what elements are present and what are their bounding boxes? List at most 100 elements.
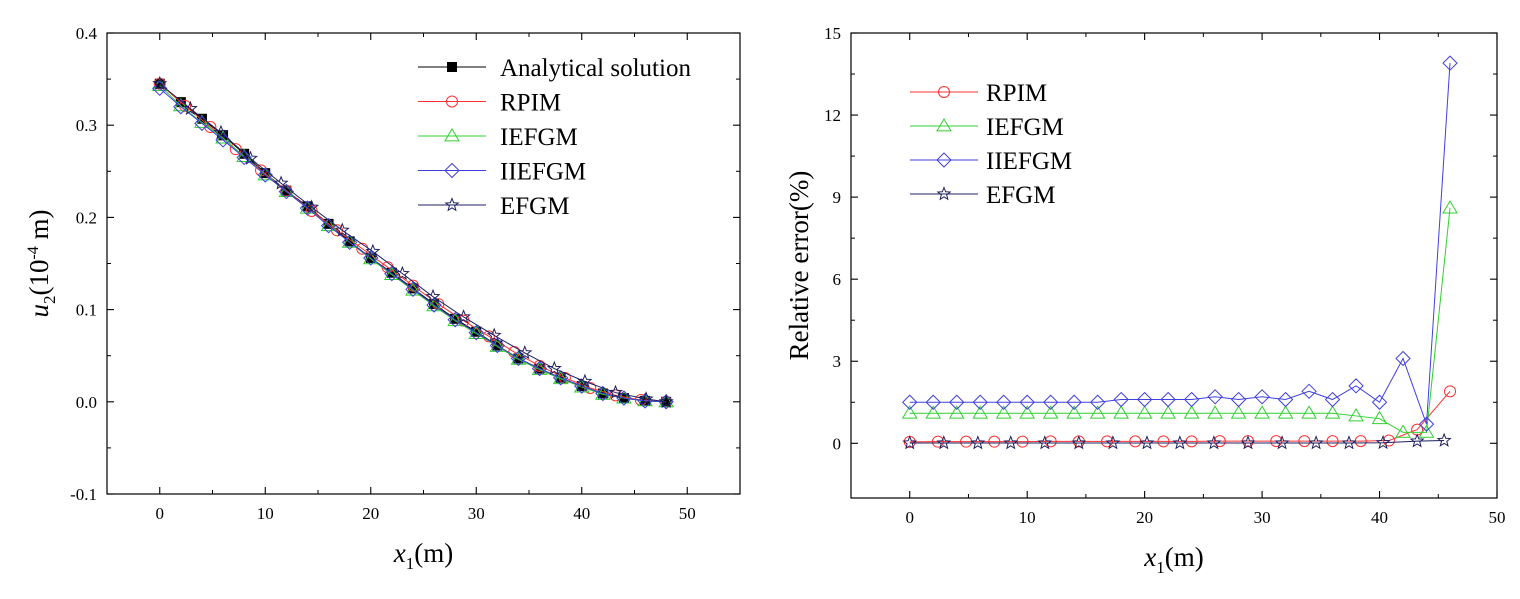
data-point-iiefgm (1348, 378, 1364, 394)
data-point-rpim (1213, 435, 1226, 448)
x-axis-unit: (m) (414, 538, 453, 568)
chart-1: 0 10 20 30 40 50 -0.1 0.0 0.1 0.2 0.3 0.4 Analytical… (24, 24, 741, 573)
data-point-rpim (988, 435, 1001, 448)
x-tick-label: 50 (679, 504, 696, 523)
x-tick-label: 30 (468, 504, 485, 523)
data-point-iefgm (320, 217, 337, 232)
y-tick-label: 0.1 (76, 301, 97, 320)
x-tick-label: 50 (1489, 508, 1506, 527)
series-rpim (903, 385, 1457, 448)
data-point-rpim (229, 143, 242, 156)
data-point-iefgm (1183, 405, 1200, 419)
data-point-iiefgm (595, 385, 611, 402)
data-point-iefgm (1277, 405, 1294, 419)
data-point-iefgm (901, 405, 918, 419)
data-point-iiefgm (1207, 389, 1223, 405)
data-point-efgm (1375, 434, 1391, 450)
legend-label-efgm: EFGM (500, 193, 569, 220)
data-point-iiefgm (1277, 391, 1294, 408)
series-rpim (153, 77, 673, 408)
x-tick-label: 40 (573, 504, 590, 523)
legend-marker-iiefgm (936, 152, 952, 168)
legend-marker-efgm (444, 197, 460, 212)
data-point-iefgm (426, 297, 442, 312)
legend-label-efgm: EFGM (986, 182, 1055, 209)
data-point-rpim (1157, 435, 1170, 448)
legend-label-iiefgm: IIEFGM (500, 159, 586, 186)
y-tick-label: 6 (833, 270, 842, 289)
data-point-iiefgm (1230, 391, 1247, 408)
y-tick-label: 0.0 (76, 393, 97, 412)
data-point-iefgm (341, 234, 358, 248)
data-point-iiefgm (972, 394, 988, 410)
data-point-iiefgm (1113, 391, 1129, 408)
x-tick-label: 20 (362, 504, 379, 523)
y-axis-sub: 2 (40, 296, 59, 305)
data-point-iiefgm (1301, 383, 1317, 400)
data-point-iiefgm (215, 132, 231, 148)
data-point-efgm (577, 373, 593, 388)
data-point-rpim (1326, 435, 1339, 448)
data-point-efgm (1341, 435, 1357, 450)
data-point-efgm (1172, 435, 1188, 450)
y-tick-label: 0.4 (76, 24, 98, 43)
data-point-iefgm (1019, 405, 1036, 419)
series-line-analytical-solution (159, 83, 667, 403)
data-point-efgm (242, 150, 258, 165)
plot-frame (850, 32, 1498, 499)
data-point-efgm (365, 243, 381, 258)
y-axis-post: m) (24, 209, 54, 246)
y-axis-pre: (10 (24, 260, 54, 296)
data-point-efgm (182, 100, 198, 115)
data-point-efgm (486, 327, 502, 342)
legend-marker-efgm (936, 186, 952, 201)
legend-marker-analytical-solution (447, 62, 457, 72)
data-point-iefgm (468, 325, 485, 339)
data-point-efgm (638, 391, 654, 406)
legend-label-iefgm: IEFGM (500, 124, 578, 151)
y-tick-label: 0 (833, 434, 842, 453)
data-point-iefgm (1254, 405, 1270, 419)
data-point-efgm (1240, 435, 1256, 450)
legend: Analytical solution RPIM IEFGM IIEFGM EFGM (418, 55, 691, 220)
data-point-efgm (1436, 432, 1452, 447)
series-line-iiefgm (159, 87, 667, 403)
data-point-iefgm (1042, 405, 1059, 419)
data-point-iefgm (1348, 407, 1364, 422)
y-axis-label: Relative error(%) (784, 171, 814, 361)
data-point-iiefgm (531, 360, 548, 377)
series-efgm (902, 432, 1452, 450)
y-axis-exp: -4 (25, 246, 42, 259)
data-point-efgm (970, 435, 986, 450)
x-axis-sub: 1 (1156, 558, 1165, 577)
data-point-efgm (456, 309, 472, 324)
data-point-efgm (1409, 433, 1425, 448)
data-point-iiefgm (1395, 350, 1411, 367)
data-point-iefgm (383, 266, 400, 280)
data-point-efgm (213, 124, 229, 139)
data-point-iiefgm (1042, 394, 1059, 410)
series-line-iefgm (909, 208, 1451, 433)
data-point-iefgm (1371, 410, 1388, 425)
data-point-iefgm (510, 351, 527, 365)
data-point-iefgm (1395, 424, 1411, 438)
data-point-iefgm (925, 405, 942, 419)
data-point-analytical-solution (344, 236, 355, 247)
x-axis-var: x (1143, 542, 1156, 572)
data-point-efgm (1308, 435, 1324, 450)
data-point-efgm (152, 75, 168, 91)
data-point-iiefgm (1066, 394, 1082, 410)
series-iefgm (151, 77, 675, 408)
x-axis-sub: 1 (406, 554, 415, 573)
data-point-rpim (356, 242, 369, 255)
x-axis-unit: (m) (1165, 542, 1204, 572)
data-point-iefgm (658, 393, 675, 408)
x-tick-label: 0 (156, 504, 165, 523)
data-point-rpim (1101, 435, 1114, 448)
y-axis-var: u (24, 304, 54, 318)
data-point-iefgm (172, 97, 189, 112)
series-iefgm (901, 200, 1458, 438)
x-tick-label: 10 (1019, 508, 1036, 527)
